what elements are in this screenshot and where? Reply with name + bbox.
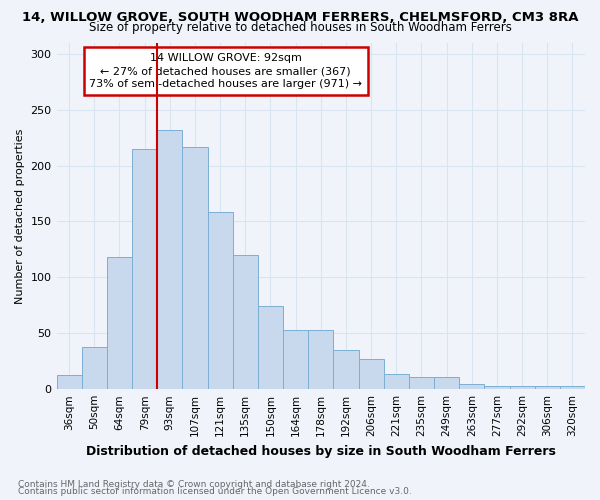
Text: Size of property relative to detached houses in South Woodham Ferrers: Size of property relative to detached ho…	[89, 22, 511, 35]
Bar	[182, 146, 208, 389]
Text: 14, WILLOW GROVE, SOUTH WOODHAM FERRERS, CHELMSFORD, CM3 8RA: 14, WILLOW GROVE, SOUTH WOODHAM FERRERS,…	[22, 11, 578, 24]
Bar	[409, 377, 434, 389]
Bar	[509, 386, 535, 389]
Bar	[208, 212, 233, 389]
Bar	[157, 130, 182, 389]
Y-axis label: Number of detached properties: Number of detached properties	[15, 128, 25, 304]
Bar	[434, 377, 459, 389]
Bar	[107, 257, 132, 389]
Bar	[383, 374, 409, 389]
Bar	[334, 350, 359, 389]
Bar	[82, 346, 107, 389]
Bar	[56, 374, 82, 389]
Bar	[308, 330, 334, 389]
Bar	[233, 255, 258, 389]
Bar	[258, 306, 283, 389]
Bar	[359, 359, 383, 389]
Bar	[283, 330, 308, 389]
Bar	[132, 148, 157, 389]
Bar	[535, 386, 560, 389]
Text: Contains public sector information licensed under the Open Government Licence v3: Contains public sector information licen…	[18, 487, 412, 496]
Bar	[560, 386, 585, 389]
Text: Contains HM Land Registry data © Crown copyright and database right 2024.: Contains HM Land Registry data © Crown c…	[18, 480, 370, 489]
Text: 14 WILLOW GROVE: 92sqm
← 27% of detached houses are smaller (367)
73% of semi-de: 14 WILLOW GROVE: 92sqm ← 27% of detached…	[89, 53, 362, 90]
X-axis label: Distribution of detached houses by size in South Woodham Ferrers: Distribution of detached houses by size …	[86, 444, 556, 458]
Bar	[484, 386, 509, 389]
Bar	[459, 384, 484, 389]
